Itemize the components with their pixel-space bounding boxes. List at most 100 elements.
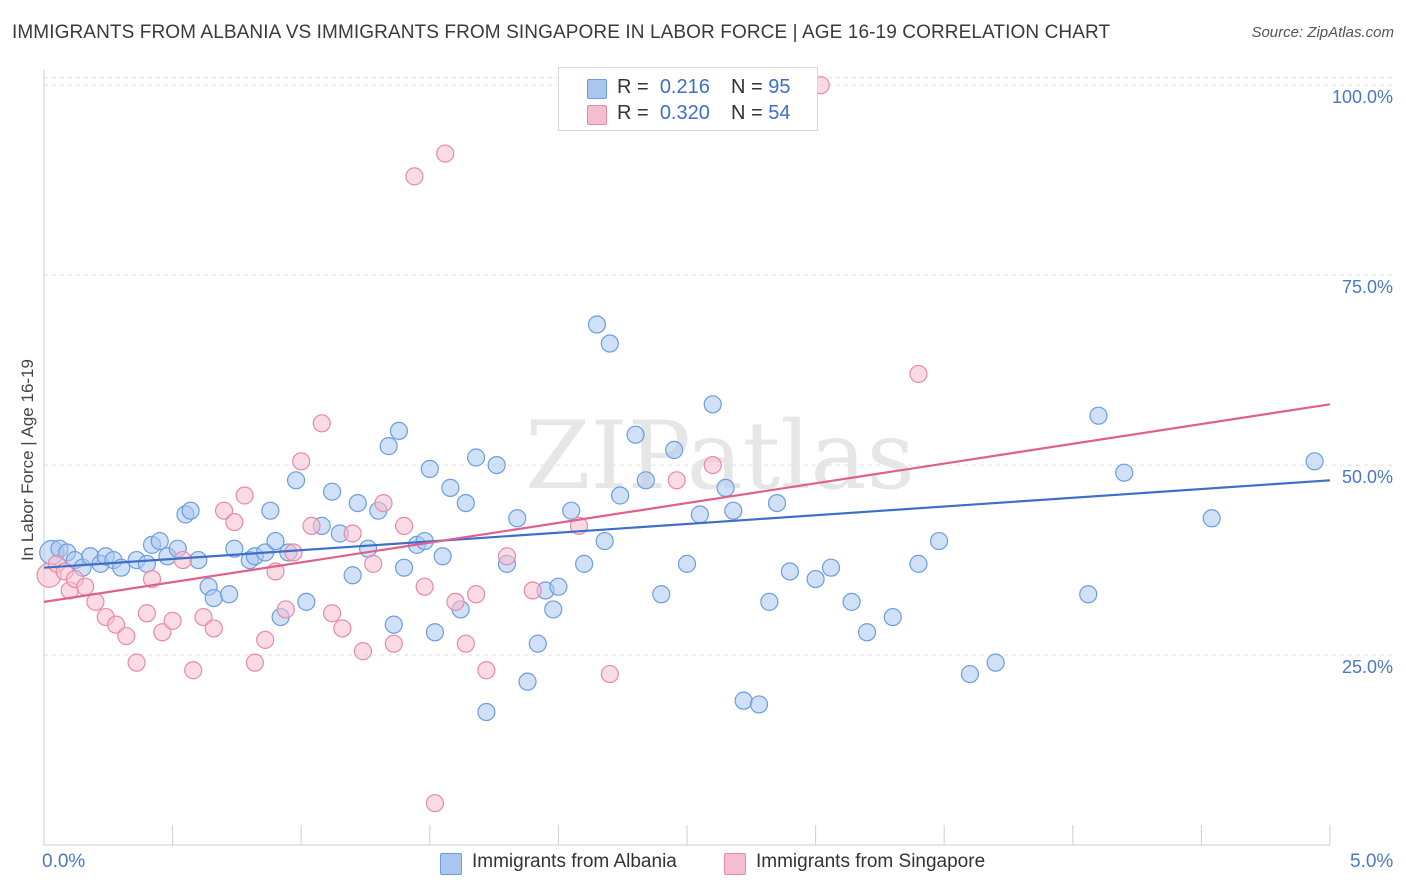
albania-point <box>137 554 156 573</box>
albania-point <box>806 569 825 589</box>
singapore-point <box>322 604 342 623</box>
singapore-point <box>667 471 686 490</box>
albania-point <box>1202 509 1221 528</box>
albania-point <box>857 623 877 642</box>
singapore-point <box>600 664 619 684</box>
x-tick-label-max: 5.0% <box>1350 851 1394 872</box>
albania-point <box>677 554 697 573</box>
singapore-point <box>343 524 362 543</box>
albania-point <box>420 459 439 478</box>
y-tick-label: 25.0% <box>1342 657 1393 677</box>
albania-point <box>181 501 200 520</box>
singapore-point <box>137 604 156 623</box>
albania-point <box>690 505 709 524</box>
albania-point <box>611 486 630 505</box>
singapore-point <box>194 607 213 627</box>
singapore-point <box>477 661 496 680</box>
albania-point <box>595 531 614 551</box>
singapore-trend-line <box>43 403 1331 603</box>
albania-point <box>487 455 506 475</box>
albania-point <box>528 634 547 653</box>
albania-point <box>600 334 619 353</box>
albania-point <box>225 539 244 558</box>
albania-point <box>394 558 414 577</box>
singapore-point <box>204 619 223 638</box>
albania-point <box>384 615 403 634</box>
albania-point <box>665 440 684 460</box>
singapore-point <box>256 630 275 649</box>
albania-point <box>433 547 452 566</box>
singapore-point <box>292 452 311 471</box>
singapore-point <box>106 615 126 634</box>
series-legend-swatch-singapore <box>724 853 746 875</box>
y-tick-label: 100.0% <box>1332 87 1393 107</box>
singapore-point <box>184 661 203 680</box>
albania-point <box>508 509 527 528</box>
albania-point <box>749 695 769 714</box>
singapore-point <box>302 516 321 535</box>
albania-point <box>821 558 841 577</box>
albania-point <box>204 588 223 608</box>
singapore-point <box>384 634 403 653</box>
singapore-point <box>153 623 172 642</box>
singapore-point <box>117 626 136 646</box>
legend-n-singapore: N = 54 <box>731 102 791 124</box>
singapore-point <box>405 167 424 186</box>
albania-point <box>760 592 779 611</box>
legend-r-singapore: R = 0.320 <box>617 102 710 124</box>
singapore-point <box>456 634 475 653</box>
albania-point <box>150 531 169 551</box>
albania-trend-line <box>43 479 1331 569</box>
albania-point <box>842 592 861 611</box>
albania-point <box>466 448 486 467</box>
albania-point <box>703 395 722 414</box>
singapore-point <box>142 569 162 589</box>
x-ticks <box>43 825 1331 845</box>
legend-r-albania: R = 0.216 <box>617 76 710 98</box>
albania-point <box>544 600 563 619</box>
albania-point <box>1089 406 1108 425</box>
albania-point <box>767 493 787 513</box>
y-tick-labels: 25.0% 50.0% 75.0% 100.0% <box>1332 87 1393 677</box>
singapore-point <box>235 486 254 505</box>
albania-point <box>379 437 398 456</box>
singapore-point <box>225 512 244 532</box>
albania-point <box>626 425 645 444</box>
albania-point <box>266 531 285 551</box>
albania-point <box>286 471 306 490</box>
singapore-point <box>909 364 928 384</box>
albania-point <box>189 550 208 570</box>
singapore-point <box>703 455 722 475</box>
albania-point <box>587 315 607 334</box>
albania-point <box>883 607 902 627</box>
singapore-point <box>497 547 517 566</box>
albania-point <box>549 577 568 596</box>
albania-point <box>1115 463 1134 482</box>
albania-point <box>261 501 280 520</box>
series-legend: Immigrants from Albania Immigrants from … <box>0 851 1406 879</box>
albania-point <box>652 585 671 604</box>
albania-point <box>1305 452 1324 471</box>
albania-point <box>297 592 316 611</box>
albania-point <box>1079 585 1098 604</box>
albania-point <box>929 531 949 551</box>
singapore-point <box>364 554 383 573</box>
singapore-point <box>374 493 393 513</box>
albania-point <box>518 672 537 691</box>
legend-swatch-singapore <box>587 105 607 125</box>
albania-point <box>960 664 980 684</box>
y-tick-label: 75.0% <box>1342 277 1393 297</box>
albania-point <box>636 471 655 490</box>
singapore-point <box>333 619 352 638</box>
albania-point <box>343 566 362 585</box>
albania-point <box>986 653 1005 672</box>
albania-point <box>716 478 735 497</box>
albania-point <box>575 554 594 573</box>
albania-point <box>477 702 496 722</box>
singapore-point <box>312 414 331 433</box>
albania-point <box>734 691 753 710</box>
singapore-point <box>446 592 465 611</box>
albania-point <box>441 478 460 497</box>
y-tick-label: 50.0% <box>1342 467 1393 487</box>
